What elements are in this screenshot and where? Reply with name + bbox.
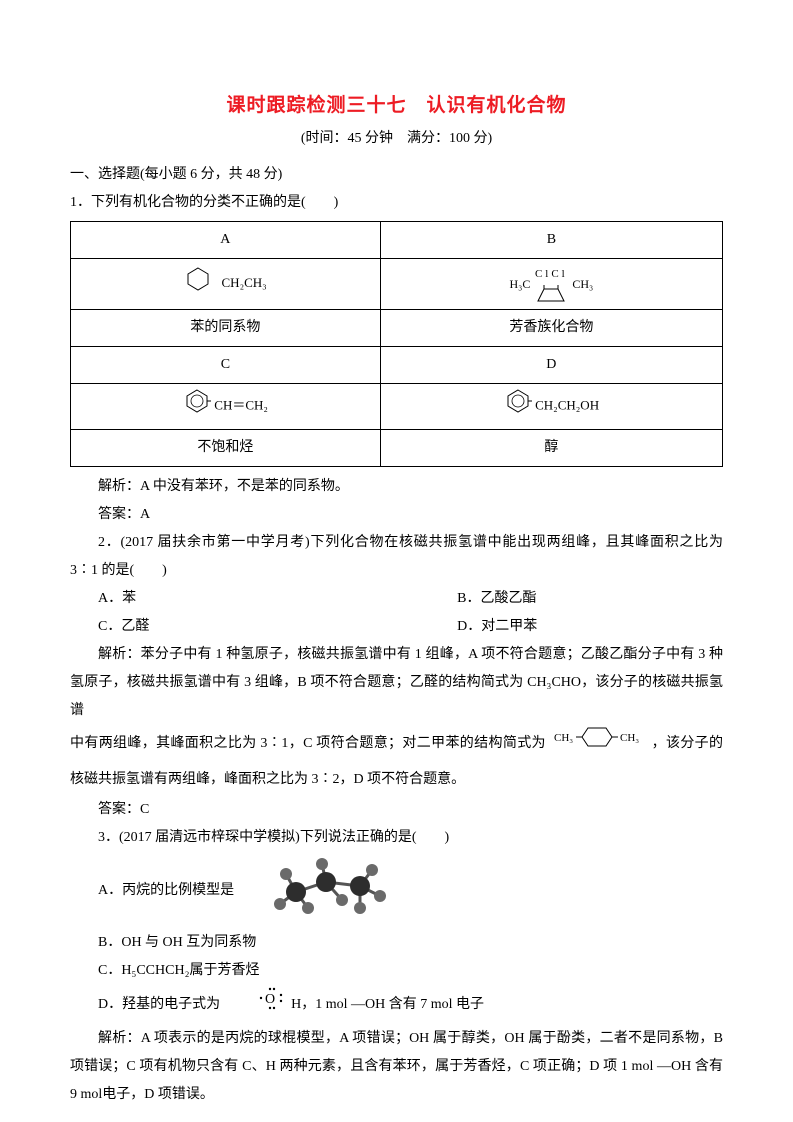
q2-analysis-p2a: 中有两组峰，其峰面积之比为 3∶1，C 项符合题意；对二甲苯的结构简式为 [70, 736, 546, 751]
cell-label-a: A [71, 222, 381, 259]
q3-stem: 3．(2017 届清远市梓琛中学模拟)下列说法正确的是( ) [70, 824, 723, 852]
table-row: 不饱和烃 醇 [71, 430, 723, 467]
benzene-icon [504, 388, 532, 425]
cell-struct-a: CH₂CH₃ [71, 259, 381, 310]
ball-stick-model-icon [240, 852, 398, 929]
q3-opt-c: C．H₅CCHCH₂属于芳香烃 [70, 957, 723, 985]
q2-opt-a: A．苯 [70, 585, 429, 613]
q3-analysis: 解析：A 项表示的是丙烷的球棍模型，A 项错误；OH 属于醇类，OH 属于酚类，… [70, 1025, 723, 1109]
cell-struct-c: CH＝CH₂ [71, 384, 381, 430]
cell-struct-b: H₃C ClCl CH₃ [380, 259, 722, 310]
cell-label-d: D [380, 347, 722, 384]
page-subtitle: (时间：45 分钟 满分：100 分) [70, 127, 723, 147]
q1-answer: 答案：A [70, 501, 723, 529]
q3-opt-d-pre: D．羟基的电子式为 [98, 997, 220, 1012]
q3-opt-d-post: H，1 mol —OH 含有 7 mol 电子 [291, 997, 484, 1012]
q2-options-row2: C．乙醛 D．对二甲苯 [70, 613, 723, 641]
page: 课时跟踪检测三十七 认识有机化合物 (时间：45 分钟 满分：100 分) 一、… [0, 0, 793, 1122]
cell-desc-c: 不饱和烃 [71, 430, 381, 467]
benzene-icon [183, 388, 211, 425]
formula-c: CH＝CH₂ [214, 398, 268, 413]
lewis-structure-icon: O [227, 985, 285, 1025]
section-heading: 一、选择题(每小题 6 分，共 48 分) [70, 161, 723, 189]
cell-label-b: B [380, 222, 722, 259]
table-row: CH＝CH₂ CH₂CH₂OH [71, 384, 723, 430]
q2-stem: 2．(2017 届扶余市第一中学月考)下列化合物在核磁共振氢谱中能出现两组峰，且… [70, 529, 723, 585]
q3-opt-a-line: A．丙烷的比例模型是 [70, 852, 723, 929]
struct-right-label: CH₃ [620, 732, 639, 744]
table-row: C D [71, 347, 723, 384]
para-xylene-struct: CH₃ CH₃ [554, 725, 644, 763]
q2-opt-d: D．对二甲苯 [429, 613, 723, 641]
table-row: CH₂CH₃ H₃C ClCl CH₃ [71, 259, 723, 310]
formula-d: CH₂CH₂OH [535, 398, 599, 413]
formula-b-left: H₃C [510, 272, 531, 296]
document-body: 一、选择题(每小题 6 分，共 48 分) 1．下列有机化合物的分类不正确的是(… [70, 161, 723, 1109]
formula-a: CH₂CH₃ [222, 275, 267, 290]
cell-desc-a: 苯的同系物 [71, 310, 381, 347]
cell-struct-d: CH₂CH₂OH [380, 384, 722, 430]
q1-stem: 1．下列有机化合物的分类不正确的是( ) [70, 189, 723, 217]
struct-left-label: CH₃ [554, 732, 573, 744]
svg-text:O: O [265, 992, 275, 1007]
hexagon-icon [184, 266, 212, 303]
cell-desc-d: 醇 [380, 430, 722, 467]
q3-opt-b: B．OH 与 OH 互为同系物 [70, 929, 723, 957]
formula-b-top: ClCl [535, 263, 568, 285]
cell-desc-b: 芳香族化合物 [380, 310, 722, 347]
table-row: A B [71, 222, 723, 259]
ring-icon [534, 285, 568, 305]
q1-analysis: 解析：A 中没有苯环，不是苯的同系物。 [70, 473, 723, 501]
cell-label-c: C [71, 347, 381, 384]
table-row: 苯的同系物 芳香族化合物 [71, 310, 723, 347]
q3-opt-d-line: D．羟基的电子式为 O H，1 mol —OH 含有 7 mol 电子 [70, 985, 723, 1025]
q3-opt-a: A．丙烷的比例模型是 [70, 877, 234, 905]
q2-options-row1: A．苯 B．乙酸乙酯 [70, 585, 723, 613]
formula-b-right: CH₃ [572, 272, 593, 296]
q2-analysis-p2: 中有两组峰，其峰面积之比为 3∶1，C 项符合题意；对二甲苯的结构简式为 CH₃… [70, 725, 723, 796]
q2-answer: 答案：C [70, 796, 723, 824]
q2-opt-c: C．乙醛 [70, 613, 429, 641]
q1-table: A B CH₂CH₃ H₃C ClCl [70, 221, 723, 467]
q2-opt-b: B．乙酸乙酯 [429, 585, 723, 613]
q2-analysis-p1: 解析：苯分子中有 1 种氢原子，核磁共振氢谱中有 1 组峰，A 项不符合题意；乙… [70, 641, 723, 725]
page-title: 课时跟踪检测三十七 认识有机化合物 [70, 90, 723, 117]
